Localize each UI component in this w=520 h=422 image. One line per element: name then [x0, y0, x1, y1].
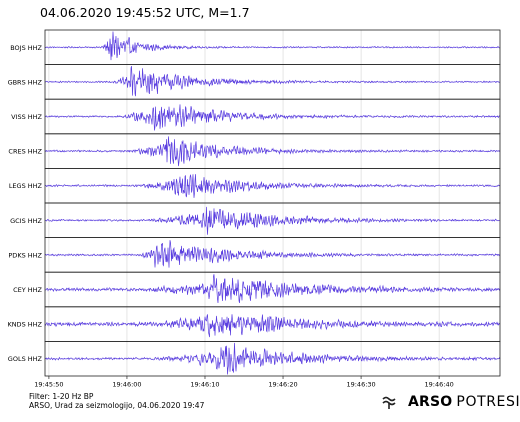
x-tick-label: 19:46:00 [112, 381, 141, 389]
trace-gbrs-hhz [44, 66, 501, 97]
station-label: CRES HHZ [8, 148, 42, 156]
station-label: GOLS HHZ [8, 355, 43, 363]
station-label: CEY HHZ [13, 286, 42, 294]
trace-bojs-hhz [44, 31, 501, 61]
trace-viss-hhz [44, 104, 501, 131]
logo-potresi-text: POTRESI [456, 394, 520, 410]
trace-gols-hhz [44, 342, 501, 375]
trace-gcis-hhz [44, 206, 501, 235]
x-tick-label: 19:45:50 [34, 381, 63, 389]
trace-knds-hhz [44, 314, 501, 338]
trace-pdks-hhz [44, 240, 501, 268]
filter-note: Filter: 1-20 Hz BP [29, 392, 94, 401]
logo-arso-text: ARSO [408, 394, 453, 410]
station-label: PDKS HHZ [8, 251, 42, 259]
station-label: LEGS HHZ [9, 182, 43, 190]
traces [44, 31, 501, 375]
station-label: GBRS HHZ [8, 78, 43, 86]
panel-frame [44, 340, 501, 377]
x-tick-label: 19:46:10 [190, 381, 219, 389]
x-tick-label: 19:46:30 [346, 381, 375, 389]
page-title: 04.06.2020 19:45:52 UTC, M=1.7 [40, 5, 250, 20]
x-tick-label: 19:46:40 [425, 381, 454, 389]
arso-wave-icon [382, 396, 396, 409]
panel-frames [44, 29, 501, 377]
x-axis-ticks: 19:45:50 19:46:00 19:46:10 19:46:20 19:46:30… [34, 376, 454, 389]
station-label: GCIS HHZ [10, 217, 42, 225]
x-tick-label: 19:46:20 [268, 381, 297, 389]
seismogram-chart: BOJS HHZ GBRS HHZ VISS HHZ CRES HHZ LEGS HHZ… [7, 29, 501, 389]
trace-cey-hhz [44, 274, 501, 304]
station-label: VISS HHZ [11, 113, 42, 121]
station-label: KNDS HHZ [7, 321, 42, 329]
trace-legs-hhz [44, 174, 501, 198]
credit-note: ARSO, Urad za seizmologijo, 04.06.2020 1… [29, 401, 205, 410]
trace-cres-hhz [44, 136, 501, 167]
station-label: BOJS HHZ [10, 44, 42, 52]
station-labels: BOJS HHZ GBRS HHZ VISS HHZ CRES HHZ LEGS HHZ… [7, 44, 42, 363]
arso-potresi-logo: ARSO POTRESI [380, 392, 520, 412]
